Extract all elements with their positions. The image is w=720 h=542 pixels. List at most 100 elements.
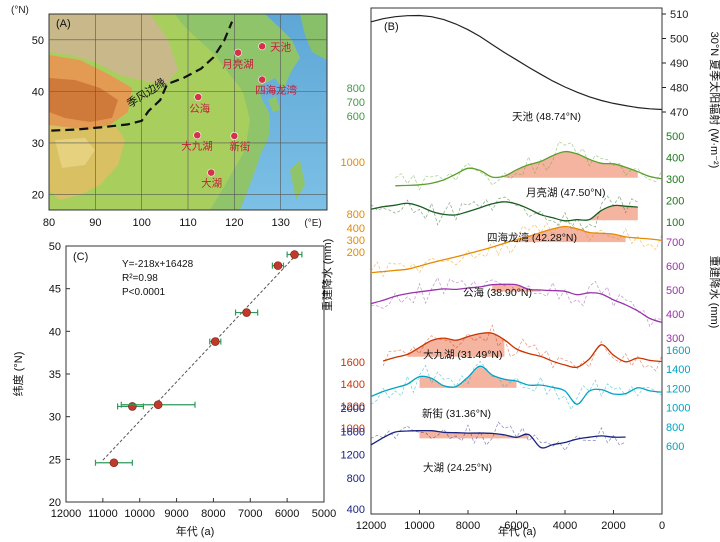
record-site-label: 四海龙湾 (42.28°N) <box>487 231 577 244</box>
map-site-marker <box>207 168 216 177</box>
panel-c-label: (C) <box>73 251 88 263</box>
map-site-marker <box>258 75 267 84</box>
scatter-y-tick-label: 50 <box>49 241 61 253</box>
scatter-ylabel: 纬度 (°N) <box>11 352 25 397</box>
records-y-tick-label: 800 <box>347 473 365 485</box>
scatter-x-tick-label: 6000 <box>275 508 299 520</box>
map-lat-tick-label: 30 <box>32 138 44 150</box>
map-lon-tick-label: 120 <box>225 217 243 229</box>
records-y-tick-label: 1000 <box>666 403 690 415</box>
record-raw-line <box>395 141 663 191</box>
record-site-label: 大湖 (24.25°N) <box>423 461 492 474</box>
scatter-x-tick-label: 7000 <box>238 508 262 520</box>
records-y-tick-label: 200 <box>666 196 684 208</box>
map-lon-unit-label: (°E) <box>304 218 321 229</box>
record-smooth-line <box>370 283 663 324</box>
scatter-point <box>290 250 299 259</box>
scatter-x-tick-label: 11000 <box>88 508 118 520</box>
records-x-tick-label: 10000 <box>404 520 435 532</box>
records-x-tick-label: 12000 <box>356 520 387 532</box>
map-graticule <box>49 14 327 210</box>
scatter-y-tick-label: 45 <box>49 284 61 296</box>
panel-a-map: 80 90 100 110 120 130 (°E) 20 30 40 50 天池月亮湖四海龙湾公海… <box>11 5 328 229</box>
map-site-label: 公海 <box>189 102 210 115</box>
records-y-tick-label: 700 <box>666 237 684 249</box>
panel-b-label: (B) <box>384 21 399 33</box>
records-y-tick-label: 800 <box>666 422 684 434</box>
map-lon-tick-label: 80 <box>43 217 55 229</box>
record-smooth-line <box>370 225 663 274</box>
records-right-ylabel-bottom: 重建降水 (mm) <box>708 256 720 329</box>
records-x-tick-label: 4000 <box>553 520 577 532</box>
map-lon-tick-label: 90 <box>89 217 101 229</box>
records-y-tick-label: 500 <box>666 285 684 297</box>
map-site-marker <box>234 48 242 57</box>
insolation-tick-label: 490 <box>670 58 688 70</box>
record-site-label: 公海 (38.90°N) <box>463 286 532 299</box>
records-smooth-lines <box>370 150 663 449</box>
record-site-label: 大九湖 (31.49°N) <box>423 348 502 361</box>
records-y-tick-label: 800 <box>347 83 365 95</box>
records-y-tick-label: 1000 <box>341 157 365 169</box>
map-lon-tick-label: 110 <box>179 217 197 229</box>
insolation-line <box>370 14 663 111</box>
map-lat-unit: (°N) <box>11 5 29 16</box>
records-y-tick-label: 1200 <box>341 401 365 413</box>
records-y-tick-label: 700 <box>347 97 365 109</box>
record-smooth-line <box>382 332 663 369</box>
scatter-point <box>128 402 137 411</box>
record-raw-line <box>370 276 663 328</box>
records-y-tick-label: 1600 <box>666 345 690 357</box>
records-y-tick-label: 100 <box>666 217 684 229</box>
scatter-x-tick-label: 12000 <box>51 508 82 520</box>
map-lat-tick-label: 50 <box>32 35 44 47</box>
map-site-marker <box>193 131 202 140</box>
scatter-point <box>109 458 119 468</box>
records-x-tick-label: 8000 <box>456 520 480 532</box>
panel-b-records: 12000 10000 8000 6000 4000 2000 0 470 480 490 500 5… <box>320 7 720 538</box>
records-y-tick-label: 400 <box>666 309 684 321</box>
map-lon-tick-label: 130 <box>271 217 289 229</box>
scatter-y-tick-label: 20 <box>49 497 61 509</box>
map-site-label: 四海龙湾 <box>255 84 297 97</box>
records-y-tick-label: 600 <box>666 261 684 273</box>
records-y-tick-label: 2000 <box>341 403 365 415</box>
records-axes: 12000 10000 8000 6000 4000 2000 0 470 480 490 500 5… <box>341 9 691 532</box>
record-raw-line <box>370 360 663 411</box>
regression-equation: Y=-218x+16428 <box>122 259 194 270</box>
scatter-x-tick-label: 9000 <box>164 508 188 520</box>
scatter-ticks: 12000 11000 10000 9000 8000 7000 6000 5000 20 25 3… <box>49 241 336 520</box>
records-y-tick-label: 300 <box>347 235 365 247</box>
records-y-tick-label: 600 <box>347 111 365 123</box>
scatter-y-tick-label: 40 <box>49 326 61 338</box>
monsoon-boundary-line <box>51 21 234 132</box>
scatter-point <box>153 400 163 410</box>
records-y-tick-label: 500 <box>666 131 684 143</box>
insolation-tick-label: 500 <box>670 34 688 46</box>
record-smooth-line <box>370 365 663 405</box>
scatter-x-tick-label: 8000 <box>201 508 225 520</box>
scatter-y-tick-label: 25 <box>49 454 61 466</box>
records-left-ylabel: 重建降水 (mm) <box>320 239 334 312</box>
map-site-label: 大九湖 <box>181 139 213 152</box>
scatter-frame <box>65 245 325 503</box>
scatter-x-tick-label: 5000 <box>312 508 336 520</box>
records-y-tick-label: 1600 <box>341 357 365 369</box>
record-smooth-line <box>370 429 626 449</box>
records-y-tick-label: 200 <box>347 247 365 259</box>
records-y-tick-label: 1200 <box>666 383 690 395</box>
records-y-tick-label: 1000 <box>341 423 365 435</box>
map-lat-tick-label: 20 <box>32 190 44 202</box>
records-x-tick-label: 2000 <box>601 520 625 532</box>
record-smooth-line <box>395 150 663 187</box>
scatter-x-tick-label: 10000 <box>124 508 155 520</box>
insolation-tick-label: 480 <box>670 83 688 95</box>
records-xlabel: 年代 (a) <box>498 524 537 538</box>
scatter-point <box>210 337 220 346</box>
map-site-label: 新街 <box>229 140 250 153</box>
records-y-tick-label: 400 <box>347 223 365 235</box>
records-x-tick-label: 0 <box>659 520 665 532</box>
records-y-tick-label: 400 <box>347 504 365 516</box>
